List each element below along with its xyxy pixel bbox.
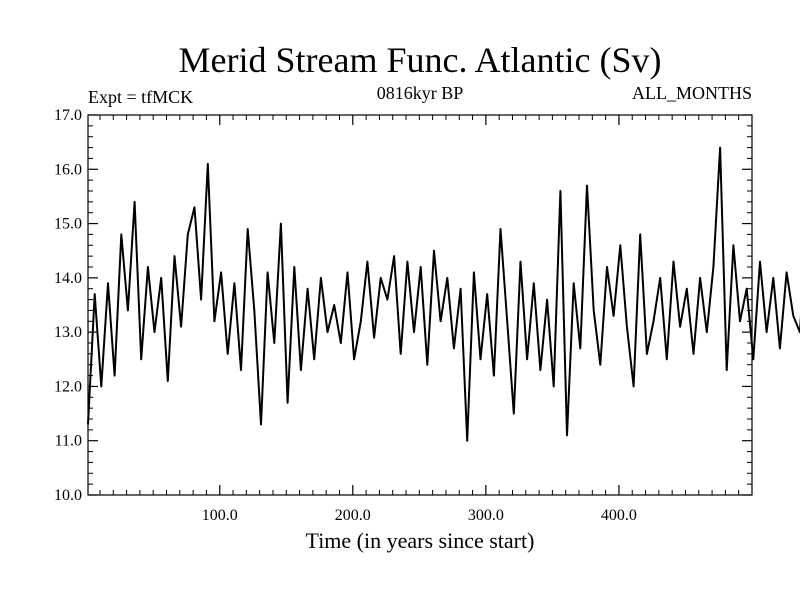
y-tick-label: 15.0 bbox=[54, 216, 82, 233]
months-label: ALL_MONTHS bbox=[632, 83, 752, 103]
chart-title: Merid Stream Func. Atlantic (Sv) bbox=[179, 40, 662, 80]
plot-frame bbox=[87, 114, 753, 496]
y-tick-label: 17.0 bbox=[54, 107, 82, 124]
series-line bbox=[87, 146, 800, 442]
x-tick-label: 300.0 bbox=[468, 507, 504, 524]
y-tick-label: 13.0 bbox=[54, 324, 82, 341]
x-tick-label: 200.0 bbox=[335, 507, 371, 524]
x-tick-label: 400.0 bbox=[601, 507, 637, 524]
experiment-label: Expt = tfMCK bbox=[88, 87, 193, 107]
y-tick-label: 16.0 bbox=[54, 161, 82, 178]
y-tick-label: 12.0 bbox=[54, 378, 82, 395]
period-label: 0816kyr BP bbox=[377, 83, 464, 103]
x-axis-label: Time (in years since start) bbox=[306, 528, 535, 553]
y-tick-label: 10.0 bbox=[54, 487, 82, 504]
x-tick-label: 100.0 bbox=[202, 507, 238, 524]
y-tick-label: 11.0 bbox=[55, 433, 82, 450]
y-tick-label: 14.0 bbox=[54, 270, 82, 287]
